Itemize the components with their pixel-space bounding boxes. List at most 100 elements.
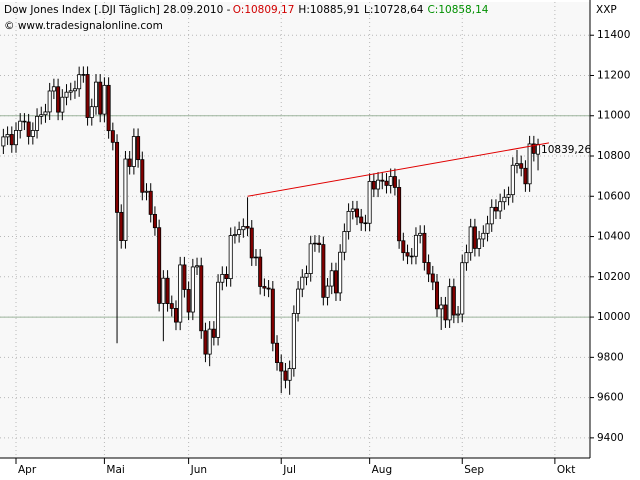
y-axis-label: XXP — [596, 4, 617, 16]
candle-body — [477, 238, 482, 249]
x-tick-label: Apr — [18, 464, 37, 476]
candle-body — [173, 308, 178, 323]
candle-body — [531, 143, 536, 154]
candle-body — [140, 159, 145, 193]
candle-body — [447, 286, 452, 321]
candle-body — [304, 273, 309, 278]
plot-area — [0, 2, 590, 458]
candle-body — [413, 234, 418, 257]
candle-body — [131, 136, 136, 167]
candle-body — [338, 251, 343, 294]
y-tick-label: 10800 — [597, 150, 630, 162]
candle-body — [283, 370, 288, 381]
candle-body — [300, 276, 305, 290]
candle-body — [472, 226, 477, 249]
y-tick-label: 9600 — [597, 392, 624, 404]
candle-body — [426, 262, 431, 275]
candle-body — [468, 226, 473, 254]
candle-body — [220, 273, 225, 283]
candle-body — [502, 196, 507, 203]
candle-body — [367, 180, 372, 224]
candle-body — [245, 226, 250, 229]
candle-body — [182, 264, 187, 290]
candle-body — [178, 264, 183, 323]
candle-body — [422, 232, 427, 263]
candle-body — [64, 91, 69, 98]
candle-body — [98, 81, 103, 115]
candle-body — [279, 362, 284, 372]
candle-body — [237, 229, 242, 235]
candle-body — [325, 285, 330, 298]
ohlc-label: L:10728,64 — [364, 4, 424, 16]
x-tick-label: Sep — [464, 464, 484, 476]
y-tick-label: 9400 — [597, 432, 624, 444]
candle-body — [439, 304, 444, 310]
y-tick-label: 10000 — [597, 311, 630, 323]
candle-body — [359, 216, 364, 224]
candle-body — [430, 273, 435, 283]
candle-body — [123, 158, 128, 241]
candle-body — [392, 176, 397, 188]
candle-body — [203, 330, 208, 355]
candle-body — [127, 158, 132, 167]
candle-body — [485, 223, 490, 234]
ohlc-label: C:10858,14 — [427, 4, 488, 16]
candle-body — [26, 121, 31, 137]
candle-body — [350, 208, 355, 212]
candle-body — [165, 277, 170, 304]
candle-body — [329, 270, 334, 287]
candle-body — [376, 179, 381, 190]
candle-body — [434, 281, 439, 310]
candle-body — [536, 143, 541, 155]
ohlc: O:10809,17 H:10885,91 L:10728,64 C:10858,14 — [233, 4, 489, 16]
y-tick-label: 11400 — [597, 29, 630, 41]
candle-body — [409, 255, 414, 258]
x-tick-label: Jun — [190, 464, 207, 476]
candle-body — [346, 210, 351, 232]
x-tick-label: Mai — [106, 464, 124, 476]
candle-body — [85, 74, 90, 118]
candle-body — [506, 194, 511, 198]
candle-body — [510, 164, 515, 196]
candle-body — [397, 187, 402, 242]
candle-body — [51, 86, 56, 92]
candle-body — [18, 120, 23, 131]
candle-body — [72, 88, 77, 92]
candle-body — [56, 86, 61, 113]
candle-body — [388, 176, 393, 186]
x-tick-label: Aug — [372, 464, 393, 476]
chart-title: Dow Jones Index [.DJI Täglich] 28.09.201… — [4, 4, 489, 16]
candle-body — [266, 287, 271, 290]
candle-body — [30, 130, 35, 137]
candle-body — [60, 96, 65, 113]
y-tick-label: 10200 — [597, 271, 630, 283]
candle-body — [157, 227, 162, 304]
candle-body — [291, 313, 296, 370]
candle-body — [144, 190, 149, 193]
candle-body — [152, 213, 157, 229]
y-tick-label: 11200 — [597, 69, 630, 81]
candle-body — [371, 180, 376, 190]
candle-body — [262, 286, 267, 289]
candle-body — [216, 281, 221, 338]
candle-body — [249, 227, 254, 259]
trendline-label: 10839,26 — [541, 144, 591, 156]
candle-body — [211, 328, 216, 338]
candle-body — [296, 288, 301, 314]
candle-body — [481, 232, 486, 240]
candle-body — [115, 141, 120, 213]
x-tick-label: Okt — [557, 464, 575, 476]
candle-body — [275, 342, 280, 363]
title-text: Dow Jones Index [.DJI Täglich] 28.09.201… — [4, 4, 231, 16]
candle-body — [148, 190, 153, 215]
candle-body — [270, 288, 275, 344]
candle-body — [258, 256, 263, 287]
candle-body — [39, 114, 44, 117]
candle-body — [451, 286, 456, 316]
candle-body — [380, 179, 385, 182]
candle-body — [308, 243, 313, 274]
candle-body — [342, 231, 347, 253]
candle-body — [321, 244, 326, 298]
ohlc-label: H:10885,91 — [298, 4, 360, 16]
